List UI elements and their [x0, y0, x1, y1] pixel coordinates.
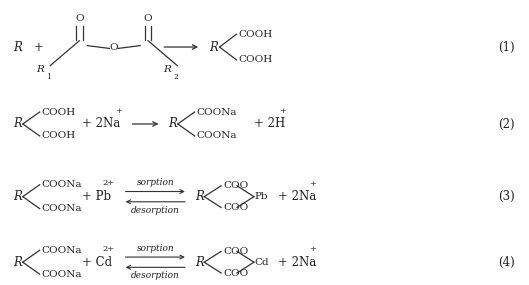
Text: COONa: COONa — [197, 131, 238, 141]
Text: sorption: sorption — [136, 244, 174, 253]
Text: +: + — [309, 245, 316, 253]
Text: COOH: COOH — [239, 30, 273, 39]
Text: COO: COO — [223, 268, 249, 278]
Text: (2): (2) — [498, 117, 515, 131]
Text: 2+: 2+ — [102, 245, 114, 253]
Text: 2: 2 — [173, 73, 178, 81]
Text: COONa: COONa — [42, 204, 83, 213]
Text: COO: COO — [223, 181, 249, 190]
Text: + 2H: + 2H — [254, 117, 285, 131]
Text: O: O — [75, 14, 84, 23]
Text: 2+: 2+ — [102, 179, 114, 187]
Text: + Cd: + Cd — [82, 256, 112, 269]
Text: R: R — [163, 65, 170, 74]
Text: + 2Na: + 2Na — [278, 256, 316, 269]
Text: desorption: desorption — [131, 206, 180, 215]
Text: COO: COO — [223, 203, 249, 212]
Text: R: R — [209, 40, 218, 54]
Text: (4): (4) — [498, 256, 515, 269]
Text: + Pb: + Pb — [82, 190, 111, 203]
Text: COONa: COONa — [42, 180, 83, 189]
Text: R: R — [168, 117, 177, 131]
Text: Cd: Cd — [254, 258, 269, 267]
Text: R: R — [13, 190, 22, 203]
Text: R: R — [13, 256, 22, 269]
Text: O: O — [110, 42, 118, 52]
Text: COONa: COONa — [197, 107, 238, 117]
Text: COONa: COONa — [42, 246, 83, 255]
Text: desorption: desorption — [131, 271, 180, 280]
Text: +: + — [33, 40, 43, 54]
Text: + 2Na: + 2Na — [82, 117, 120, 131]
Text: +: + — [279, 107, 286, 115]
Text: R: R — [195, 190, 204, 203]
Text: + 2Na: + 2Na — [278, 190, 316, 203]
Text: COONa: COONa — [42, 270, 83, 279]
Text: +: + — [115, 107, 122, 115]
Text: R: R — [13, 40, 22, 54]
Text: sorption: sorption — [136, 178, 174, 188]
Text: COOH: COOH — [42, 107, 76, 117]
Text: (3): (3) — [498, 190, 515, 203]
Text: COOH: COOH — [42, 131, 76, 141]
Text: (1): (1) — [498, 40, 515, 54]
Text: Pb: Pb — [254, 192, 268, 201]
Text: COOH: COOH — [239, 55, 273, 64]
Text: R: R — [36, 65, 43, 74]
Text: R: R — [195, 256, 204, 269]
Text: 1: 1 — [46, 73, 51, 81]
Text: +: + — [309, 180, 316, 188]
Text: R: R — [13, 117, 22, 131]
Text: COO: COO — [223, 247, 249, 256]
Text: O: O — [144, 14, 152, 23]
